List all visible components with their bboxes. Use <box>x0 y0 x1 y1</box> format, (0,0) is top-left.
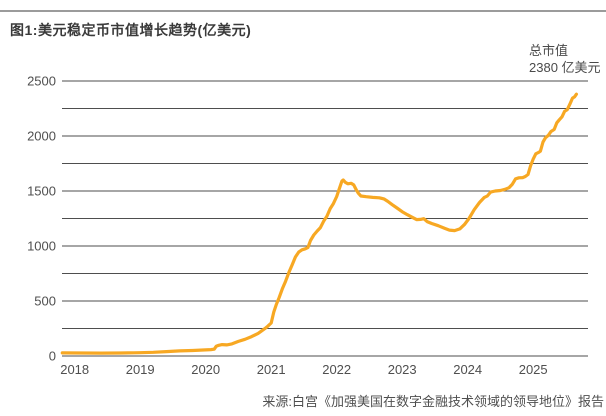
x-tick-label: 2022 <box>322 362 352 377</box>
x-tick-label: 2025 <box>518 362 548 377</box>
source-attribution: 来源:白宫《加强美国在数字金融技术领域的领导地位》报告 <box>262 394 604 409</box>
annotation-label: 总市值 <box>529 43 569 58</box>
x-tick-label: 2019 <box>125 362 155 377</box>
y-tick-label: 1500 <box>27 183 56 199</box>
chart-title: 图1:美元稳定币市值增长趋势(亿美元) <box>10 22 252 38</box>
annotation-value: 2380 亿美元 <box>529 60 601 75</box>
gridlines <box>62 80 588 357</box>
y-tick-label: 500 <box>34 293 56 309</box>
x-tick-label: 2023 <box>387 362 417 377</box>
x-tick-label: 2018 <box>60 362 90 377</box>
y-tick-label: 1000 <box>27 238 56 254</box>
y-tick-label: 2500 <box>27 73 56 89</box>
x-tick-label: 2021 <box>256 362 286 377</box>
x-tick-label: 2020 <box>191 362 221 377</box>
total-marketcap-annotation: 总市值 2380 亿美元 <box>529 42 601 76</box>
stablecoin-marketcap-line <box>60 92 579 355</box>
y-tick-label: 0 <box>48 348 56 364</box>
top-divider <box>0 10 606 12</box>
y-tick-label: 2000 <box>27 128 56 144</box>
x-tick-label: 2024 <box>453 362 483 377</box>
